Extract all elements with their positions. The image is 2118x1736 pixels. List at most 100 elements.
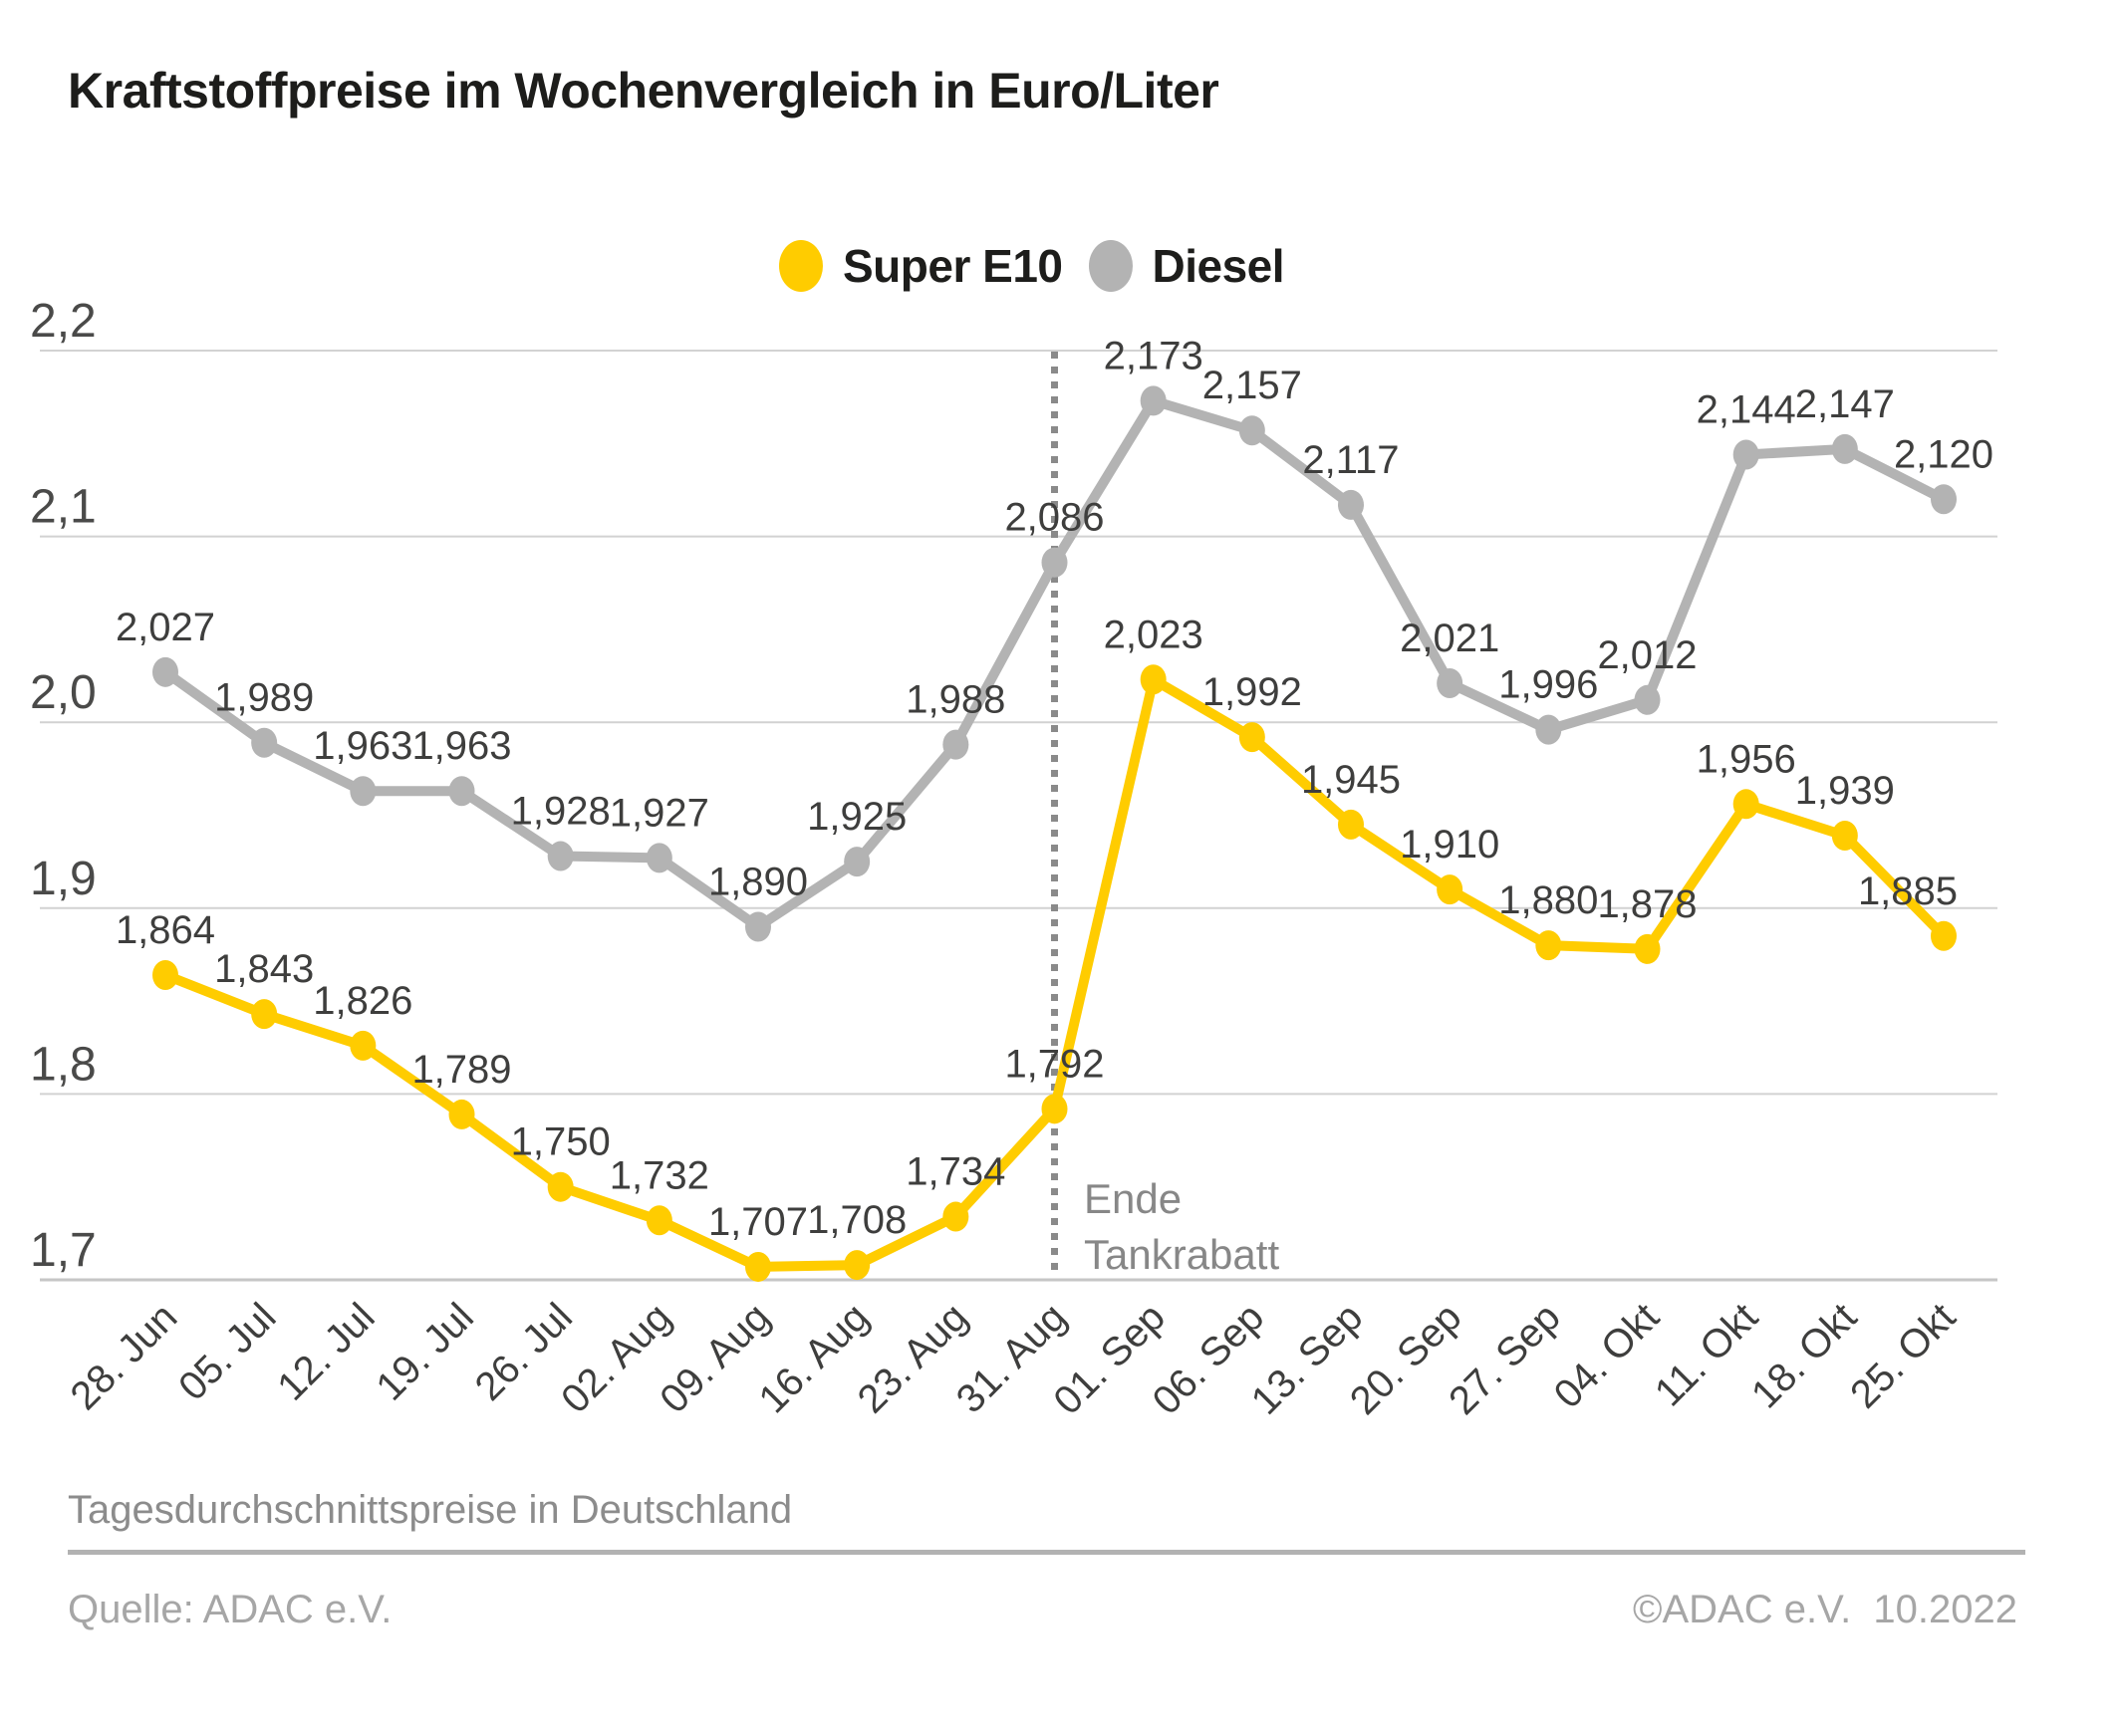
e10-point-label: 1,910 — [1400, 823, 1499, 867]
diesel-point-label: 2,157 — [1202, 364, 1302, 407]
diesel-point — [251, 727, 278, 758]
x-tick-label: 13. Sep — [1243, 1295, 1372, 1423]
x-tick-label: 11. Okt — [1647, 1295, 1766, 1414]
footer-divider — [68, 1550, 2025, 1555]
diesel-point-label: 2,144 — [1697, 387, 1796, 431]
diesel-point — [1140, 385, 1167, 416]
x-tick-label: 23. Aug — [850, 1295, 976, 1421]
diesel-point — [1437, 668, 1463, 699]
e10-point-label: 1,992 — [1202, 670, 1302, 714]
diesel-point-label: 2,027 — [116, 606, 215, 649]
e10-point — [547, 1171, 574, 1202]
x-tick-label: 04. Okt — [1546, 1295, 1668, 1416]
diesel-point-label: 2,173 — [1104, 334, 1203, 377]
diesel-point — [448, 776, 475, 807]
e10-point-label: 1,885 — [1858, 869, 1958, 913]
diesel-point — [1732, 439, 1759, 470]
x-tick-label: 12. Jul — [269, 1295, 383, 1408]
diesel-point-label: 1,963 — [313, 724, 412, 768]
e10-point — [1732, 789, 1759, 820]
e10-point-label: 1,880 — [1498, 878, 1598, 922]
diesel-point-label: 2,021 — [1400, 617, 1499, 660]
y-tick-label: 1,8 — [30, 1038, 97, 1091]
x-tick-label: 09. Aug — [652, 1295, 778, 1421]
e10-point — [152, 959, 178, 990]
x-tick-label: 27. Sep — [1441, 1295, 1569, 1423]
legend-item-super-e10: Super E10 — [779, 239, 1063, 293]
diesel-point — [646, 843, 672, 873]
e10-point — [1140, 664, 1167, 695]
y-tick-label: 1,7 — [30, 1224, 97, 1277]
diesel-point — [1535, 714, 1562, 745]
e10-point — [448, 1099, 475, 1129]
e10-point — [646, 1205, 672, 1236]
e10-point-label: 1,864 — [116, 908, 215, 952]
diesel-point — [152, 656, 178, 687]
e10-point-label: 1,945 — [1301, 758, 1401, 802]
source-text: Quelle: ADAC e.V. — [68, 1588, 393, 1631]
diesel-point-label: 1,927 — [610, 791, 709, 835]
e10-point-label: 1,792 — [1004, 1042, 1104, 1086]
diesel-point — [350, 776, 377, 807]
tankrabatt-annotation-line2: Tankrabatt — [1084, 1231, 1280, 1278]
e10-point-label: 1,956 — [1697, 737, 1796, 781]
chart-footnote: Tagesdurchschnittspreise in Deutschland — [68, 1488, 793, 1532]
diesel-point — [1931, 484, 1957, 515]
diesel-point — [1634, 684, 1661, 715]
diesel-point-label: 1,963 — [411, 724, 511, 768]
x-tick-label: 05. Jul — [170, 1295, 284, 1408]
legend-label-diesel: Diesel — [1152, 240, 1285, 292]
diesel-marker-icon — [1088, 240, 1133, 292]
legend-item-diesel: Diesel — [1088, 239, 1285, 293]
e10-point-label: 1,843 — [214, 947, 314, 991]
diesel-point-label: 1,988 — [906, 678, 1005, 722]
tankrabatt-annotation: Ende Tankrabatt — [1084, 1171, 1279, 1283]
e10-point-label: 1,826 — [313, 979, 412, 1023]
diesel-point-label: 1,890 — [708, 860, 808, 903]
e10-point-label: 1,707 — [708, 1200, 808, 1244]
diesel-point-label: 1,928 — [511, 790, 611, 834]
e10-point-label: 1,939 — [1795, 769, 1895, 813]
e10-point — [745, 1251, 771, 1282]
e10-point — [1831, 821, 1858, 852]
diesel-point-label: 1,989 — [214, 676, 314, 720]
super-e10-marker-icon — [779, 240, 823, 292]
y-tick-label: 2,0 — [30, 666, 97, 719]
diesel-point-label: 1,925 — [807, 795, 907, 839]
y-tick-label: 1,9 — [30, 853, 97, 905]
diesel-point-label: 1,996 — [1498, 663, 1598, 707]
e10-point — [844, 1250, 871, 1281]
x-tick-label: 01. Sep — [1045, 1295, 1174, 1423]
x-tick-label: 19. Jul — [368, 1295, 481, 1408]
e10-point — [1931, 920, 1957, 951]
diesel-point — [1831, 433, 1858, 464]
e10-point — [1634, 933, 1661, 964]
x-tick-label: 06. Sep — [1145, 1295, 1273, 1423]
e10-point — [1041, 1094, 1068, 1124]
diesel-point — [547, 841, 574, 871]
copyright-text: ©ADAC e.V. 10.2022 — [1632, 1588, 2017, 1631]
diesel-point-label: 2,147 — [1795, 382, 1895, 426]
legend-label-super-e10: Super E10 — [843, 240, 1063, 292]
e10-point — [1238, 722, 1265, 753]
e10-point — [1338, 809, 1364, 840]
e10-point — [1437, 874, 1463, 905]
e10-point-label: 1,734 — [906, 1150, 1005, 1194]
x-tick-label: 28. Jun — [62, 1295, 185, 1418]
e10-point-label: 2,023 — [1104, 613, 1203, 656]
e10-point — [942, 1201, 969, 1232]
x-tick-label: 25. Okt — [1842, 1295, 1964, 1416]
e10-point-label: 1,750 — [511, 1120, 611, 1164]
y-tick-label: 2,1 — [30, 481, 97, 534]
x-tick-label: 16. Aug — [750, 1295, 877, 1421]
diesel-point-label: 2,086 — [1004, 496, 1104, 540]
y-tick-label: 2,2 — [30, 295, 97, 348]
tankrabatt-annotation-line1: Ende — [1084, 1175, 1183, 1222]
e10-point — [251, 999, 278, 1030]
diesel-point — [844, 847, 871, 877]
diesel-point — [745, 911, 771, 942]
diesel-point — [1041, 547, 1068, 578]
diesel-point-label: 2,012 — [1597, 633, 1697, 677]
